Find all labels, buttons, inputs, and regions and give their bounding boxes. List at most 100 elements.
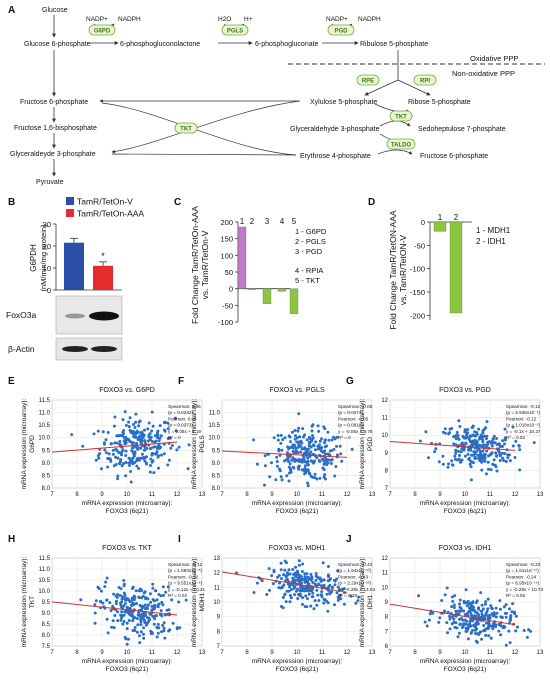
scatter-point xyxy=(457,449,461,453)
scatter-point xyxy=(306,484,310,488)
scatter-point xyxy=(300,468,304,472)
scatter-ytick-label: 13 xyxy=(213,556,220,562)
scatter-ytick-label: 12 xyxy=(381,556,388,562)
scatter-point xyxy=(292,572,296,576)
scatter-fit-line xyxy=(51,441,178,453)
scatter-point xyxy=(514,614,518,618)
scatter-point xyxy=(495,469,499,473)
oxidative-ppp-label: Oxidative PPP xyxy=(470,54,518,63)
scatter-point xyxy=(310,459,314,463)
scatter-point xyxy=(475,622,479,626)
panel-letter-b: B xyxy=(8,197,15,208)
scatter-panel-f: F FOXO3 vs. PGLS 7 8 9 10 11 12 13 8.0 8.5 9.0 9.5 10… xyxy=(178,376,376,515)
scatter-point xyxy=(462,609,466,613)
enzyme-pgd-box xyxy=(327,24,355,36)
scatter-point xyxy=(110,442,113,446)
scatter-point xyxy=(131,629,135,632)
scatter-stat: y = -0.1x + 10.27 xyxy=(506,429,541,434)
scatter-point xyxy=(509,616,512,620)
scatter-point xyxy=(135,617,139,620)
b-ylabel-2: (nM/min/mg protein) xyxy=(39,224,48,292)
scatter-point xyxy=(476,453,480,457)
scatter-point xyxy=(508,641,512,645)
scatter-point xyxy=(477,427,481,431)
scatter-point xyxy=(354,601,358,605)
scatter-point xyxy=(486,607,490,611)
scatter-point xyxy=(147,603,150,607)
scatter-ytick-label: 7 xyxy=(385,486,389,492)
scatter-point xyxy=(477,606,481,610)
scatter-xtick-label: 7 xyxy=(220,650,224,656)
scatter-stat: R² = 0 xyxy=(168,435,181,440)
scatter-xtick-label: 7 xyxy=(388,492,392,498)
scatter-fit-line xyxy=(389,441,516,451)
scatter-point xyxy=(128,464,132,467)
d-ylabel-1: Fold Change TamR/TetON-AAA xyxy=(388,210,398,330)
enzyme-tkt-left: TKT xyxy=(180,126,192,132)
scatter-point xyxy=(494,615,498,619)
metabolite-ru5p: Ribulose 5-phosphate xyxy=(360,41,428,48)
scatter-stat: R² = 0.06 xyxy=(506,593,525,598)
scatter-point xyxy=(486,597,490,601)
scatter-point xyxy=(159,609,163,613)
scatter-point xyxy=(131,432,135,436)
scatter-point xyxy=(503,427,507,431)
scatter-point xyxy=(333,583,337,587)
scatter-xtick-label: 11 xyxy=(149,492,156,498)
scatter-stat: Spearman: -0.12 xyxy=(506,404,541,409)
scatter-point xyxy=(108,457,112,461)
scatter-point xyxy=(105,617,109,621)
scatter-point xyxy=(116,474,120,478)
scatter-point xyxy=(124,449,128,453)
scatter-point xyxy=(277,586,281,590)
legend-label-v: TamR/TetOn-V xyxy=(77,197,133,207)
scatter-ytick-label: 8.5 xyxy=(42,622,51,628)
scatter-point xyxy=(522,629,526,632)
scatter-xlabel-1: mRNA expression (microarray): xyxy=(252,658,343,665)
scatter-point xyxy=(311,434,314,438)
scatter-point xyxy=(451,599,455,603)
scatter-point xyxy=(461,622,465,626)
scatter-ylabel-2: G6PD xyxy=(29,435,36,453)
scatter-point xyxy=(157,466,160,470)
scatter-point xyxy=(335,444,338,448)
legend-swatch-aaa xyxy=(66,209,74,217)
scatter-point xyxy=(150,453,154,457)
scatter-point xyxy=(120,610,124,614)
scatter-panel-i: I FOXO3 vs. MDH1 7 8 9 10 11 12 13 7 8 9 10 11 12 13 Spe… xyxy=(178,534,376,673)
scatter-point xyxy=(177,445,181,449)
scatter-point xyxy=(103,441,106,445)
scatter-point xyxy=(131,619,135,623)
scatter-point xyxy=(139,588,143,592)
scatter-point xyxy=(503,452,507,455)
blot-label-actin: β-Actin xyxy=(8,344,35,354)
scatter-point xyxy=(136,613,140,617)
scatter-point xyxy=(136,623,140,627)
scatter-point xyxy=(118,462,122,466)
scatter-xtick-label: 8 xyxy=(413,492,417,498)
scatter-title: FOXO3 vs. PGD xyxy=(439,387,491,394)
scatter-point xyxy=(492,622,495,626)
scatter-point xyxy=(504,603,508,607)
scatter-point xyxy=(484,426,488,430)
scatter-point xyxy=(311,591,315,595)
scatter-point xyxy=(113,614,117,617)
scatter-point xyxy=(138,641,142,645)
scatter-point xyxy=(327,453,331,456)
scatter-point xyxy=(463,454,467,458)
c-bar-label: 1 xyxy=(240,217,245,226)
scatter-point xyxy=(427,618,431,622)
scatter-point xyxy=(177,600,181,604)
scatter-point xyxy=(336,598,340,602)
scatter-point xyxy=(298,444,302,448)
scatter-stat: (p = 0.0274) xyxy=(338,410,363,415)
d-ylabel-2: vs. TamR/TetON-V xyxy=(398,235,408,306)
scatter-point xyxy=(139,630,143,634)
scatter-point xyxy=(477,615,481,619)
scatter-point xyxy=(149,457,153,461)
scatter-point xyxy=(311,436,315,440)
scatter-point xyxy=(114,463,118,466)
scatter-point xyxy=(497,629,501,633)
scatter-point xyxy=(490,451,494,455)
scatter-ytick-label: 11 xyxy=(214,585,221,591)
